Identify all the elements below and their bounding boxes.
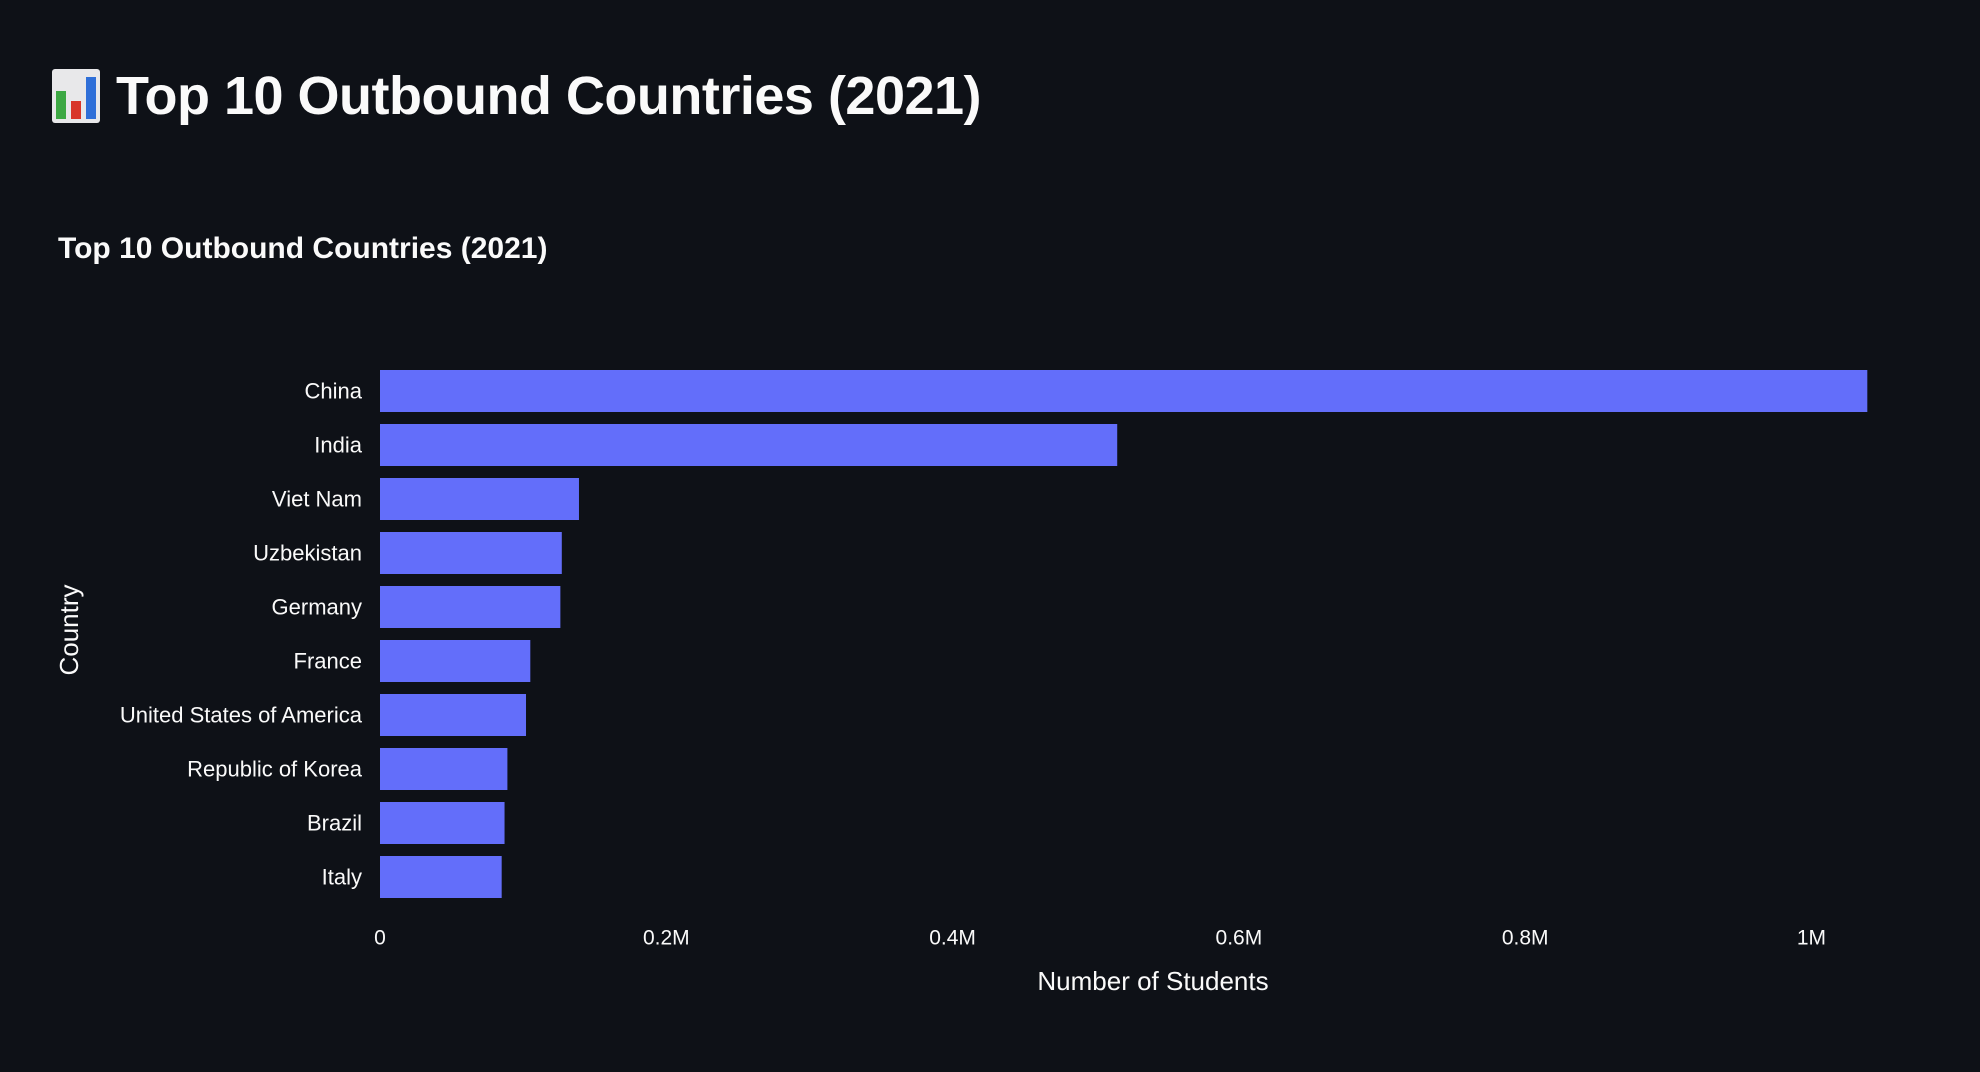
x-tick-label: 1M: [1797, 927, 1826, 950]
x-axis-title: Number of Students: [1037, 966, 1268, 996]
page-title: Top 10 Outbound Countries (2021): [116, 66, 982, 126]
chart-container: Top 10 Outbound Countries (2021) China In…: [0, 210, 1980, 1030]
category-label: India: [314, 433, 362, 458]
bar-chart-icon: [52, 69, 100, 123]
bar[interactable]: [380, 748, 508, 790]
category-labels: China India Viet Nam Uzbekistan Germany Franc…: [120, 379, 363, 890]
x-tick-label: 0: [374, 927, 386, 950]
category-label: Brazil: [307, 811, 362, 836]
bar[interactable]: [380, 586, 561, 628]
bar[interactable]: [380, 694, 527, 736]
bar-chart: Top 10 Outbound Countries (2021) China In…: [54, 232, 1868, 996]
x-tick-labels: 0 0.2M 0.4M 0.6M 0.8M 1M: [374, 927, 1826, 950]
category-label: Italy: [322, 865, 362, 890]
chart-title: Top 10 Outbound Countries (2021): [58, 232, 547, 265]
category-label: Viet Nam: [272, 487, 362, 512]
bar[interactable]: [380, 424, 1118, 466]
category-label: United States of America: [120, 703, 363, 728]
bar[interactable]: [380, 370, 1868, 412]
bar[interactable]: [380, 802, 505, 844]
category-label: Germany: [272, 595, 362, 620]
x-tick-label: 0.2M: [643, 927, 690, 950]
bars-layer: [380, 370, 1868, 898]
category-label: Uzbekistan: [253, 541, 362, 566]
category-label: France: [294, 649, 362, 674]
category-label: China: [305, 379, 363, 404]
y-axis-title: Country: [54, 584, 84, 675]
category-label: Republic of Korea: [187, 757, 363, 782]
bar[interactable]: [380, 856, 502, 898]
bar[interactable]: [380, 532, 562, 574]
bar[interactable]: [380, 478, 579, 520]
x-tick-label: 0.6M: [1216, 927, 1263, 950]
x-tick-label: 0.4M: [929, 927, 976, 950]
bar[interactable]: [380, 640, 531, 682]
x-tick-label: 0.8M: [1502, 927, 1549, 950]
page-header: Top 10 Outbound Countries (2021): [52, 58, 982, 134]
